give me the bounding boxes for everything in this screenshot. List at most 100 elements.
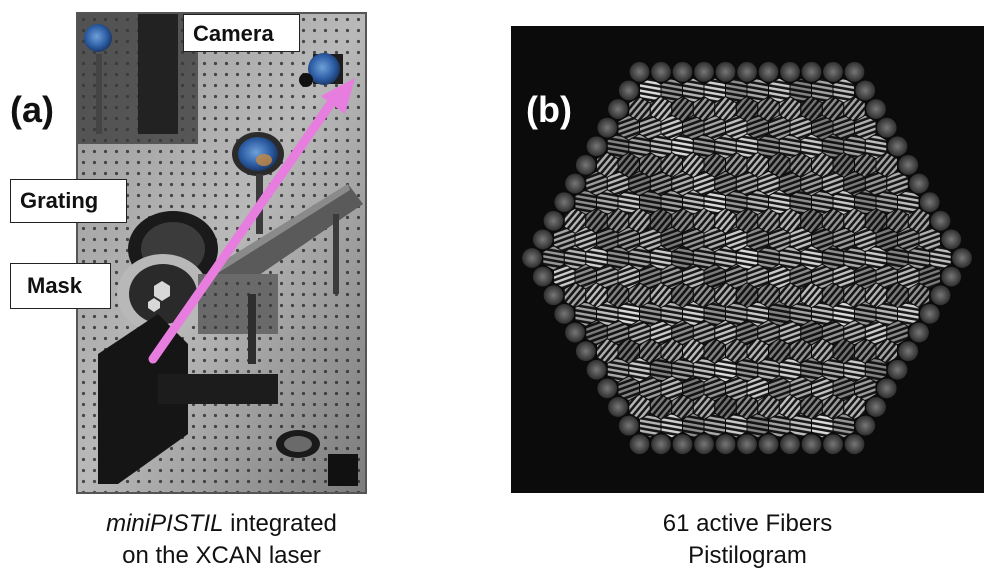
fringe-cell	[650, 246, 672, 270]
fringe-cell	[865, 283, 887, 308]
fringe-cell	[908, 246, 930, 270]
fringe-cell	[650, 283, 672, 308]
fringe-cell	[650, 357, 672, 382]
fringe-cell	[747, 190, 768, 214]
fiber-disc	[672, 61, 693, 82]
fringe-cell	[790, 376, 811, 401]
fiber-disc	[898, 341, 919, 361]
fiber-disc	[543, 210, 564, 231]
panel-b-letter: (b)	[526, 89, 572, 130]
fringe-cell	[801, 97, 822, 121]
fringe-cell	[683, 78, 704, 103]
pistilogram-image	[511, 26, 984, 493]
fringe-cell	[704, 153, 725, 177]
fringe-cell	[629, 208, 650, 233]
fringe-cell	[640, 302, 661, 326]
fiber-disc	[801, 434, 822, 455]
fringe-cell	[629, 395, 650, 419]
fringe-cell	[898, 264, 919, 289]
fiber-disc	[575, 155, 596, 175]
fringe-cell	[790, 115, 811, 140]
fringe-cell	[887, 246, 908, 270]
fiber-disc	[532, 229, 553, 250]
fiber-disc	[737, 434, 757, 455]
fringe-cell	[801, 208, 822, 233]
fringe-cell	[855, 227, 876, 252]
fringe-cell	[779, 208, 801, 233]
fringe-cell	[812, 413, 833, 438]
fringe-cell	[758, 246, 779, 270]
fiber-disc	[941, 266, 962, 287]
fiber-disc	[575, 341, 596, 361]
fringe-cell	[661, 190, 682, 214]
fringe-cell	[704, 339, 725, 363]
fringe-cell	[736, 320, 758, 345]
fringe-cell	[661, 302, 682, 326]
fringe-cell	[887, 208, 908, 233]
fringe-cell	[855, 115, 876, 140]
fringe-cell	[597, 190, 618, 214]
fringe-cell	[769, 78, 790, 103]
caption-italic-name: miniPISTIL	[106, 510, 224, 537]
fringe-cell	[672, 97, 693, 121]
fringe-cell	[683, 376, 704, 401]
fringe-cell	[726, 153, 747, 177]
fringe-cell	[779, 97, 801, 121]
fringe-cell	[629, 320, 650, 345]
fringe-cell	[769, 339, 790, 363]
fiber-disc	[866, 99, 886, 119]
fringe-cell	[812, 302, 833, 326]
fringe-cell	[822, 320, 844, 345]
fringe-cell	[618, 227, 639, 252]
fringe-cell	[607, 357, 629, 382]
fringe-cell	[833, 153, 854, 177]
fringe-cell	[726, 190, 747, 214]
fiber-disc	[844, 61, 865, 82]
fringe-cell	[607, 246, 629, 270]
camera-label: Camera	[183, 14, 300, 52]
panel-b-caption: 61 active Fibers Pistilogram	[511, 508, 984, 572]
fiber-disc	[737, 61, 757, 82]
fringe-cell	[650, 97, 672, 121]
fringe-cell	[726, 413, 747, 438]
fringe-cell	[683, 413, 704, 438]
fiber-disc	[597, 117, 618, 138]
fringe-cell	[758, 208, 779, 233]
fringe-cell	[844, 283, 865, 308]
fringe-cell	[672, 283, 693, 308]
fringe-cell	[564, 246, 586, 270]
fringe-cell	[564, 283, 586, 308]
fringe-cell	[672, 320, 693, 345]
fringe-cell	[597, 153, 618, 177]
fringe-cell	[661, 413, 682, 438]
fringe-cell	[629, 283, 650, 308]
fringe-cell	[865, 357, 887, 382]
caption-line1-rest: integrated	[223, 510, 337, 537]
fringe-cell	[575, 190, 596, 214]
fringe-cell	[822, 208, 844, 233]
fringe-cell	[683, 153, 704, 177]
fringe-cell	[769, 190, 790, 214]
fringe-cell	[693, 171, 715, 196]
fringe-cell	[790, 413, 811, 438]
fringe-cell	[736, 97, 758, 121]
fringe-cell	[865, 320, 887, 345]
fringe-cell	[554, 227, 575, 252]
fringe-cell	[618, 339, 639, 363]
fringe-cell	[672, 357, 693, 382]
fringe-cell	[769, 302, 790, 326]
fiber-disc	[543, 285, 564, 306]
fringe-cell	[564, 208, 586, 233]
fringe-cell	[726, 376, 747, 401]
fringe-cell	[715, 171, 736, 196]
fiber-disc	[823, 434, 843, 455]
fiber-disc	[919, 192, 940, 213]
fringe-cell	[887, 171, 908, 196]
fringe-cell	[726, 78, 747, 103]
fringe-cell	[736, 134, 758, 159]
fringe-cell	[855, 302, 876, 326]
fringe-cell	[629, 357, 650, 382]
fringe-cell	[876, 227, 897, 252]
fringe-cell	[661, 153, 682, 177]
fringe-cell	[747, 153, 768, 177]
